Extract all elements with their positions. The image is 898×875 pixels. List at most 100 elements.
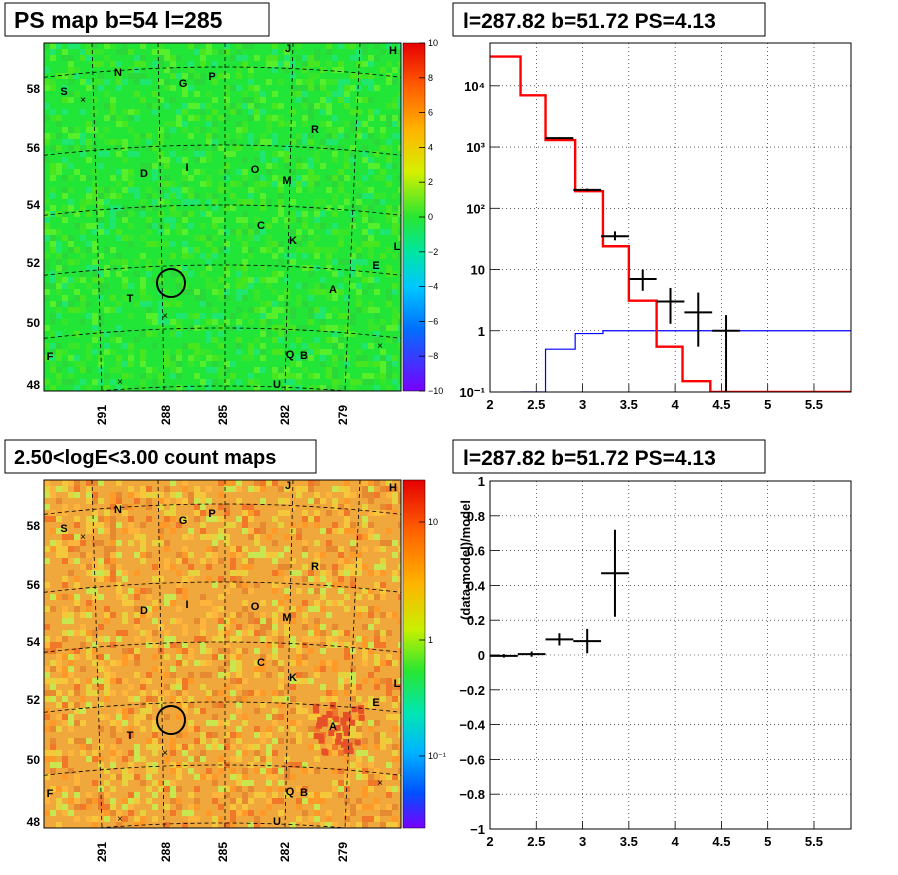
map-pixel	[50, 169, 56, 175]
map-pixel	[326, 792, 332, 798]
map-pixel	[86, 816, 92, 822]
map-pixel	[356, 253, 362, 259]
map-pixel	[266, 277, 272, 283]
map-pixel	[182, 642, 188, 648]
map-pixel	[86, 247, 92, 253]
map-pixel	[68, 91, 74, 97]
map-pixel	[170, 301, 176, 307]
map-pixel	[56, 822, 62, 828]
map-pixel	[110, 786, 116, 792]
map-pixel	[122, 211, 128, 217]
map-pixel	[368, 79, 374, 85]
map-pixel	[50, 109, 56, 115]
map-pixel	[206, 235, 212, 241]
map-pixel	[50, 726, 56, 732]
map-pixel	[86, 349, 92, 355]
x-tick-label: 3	[579, 834, 586, 849]
map-pixel	[356, 121, 362, 127]
map-pixel	[362, 193, 368, 199]
map-pixel	[122, 660, 128, 666]
map-pixel	[134, 109, 140, 115]
map-pixel	[308, 145, 314, 151]
map-pixel	[116, 636, 122, 642]
map-pixel	[68, 55, 74, 61]
map-pixel	[332, 271, 338, 277]
map-pixel	[80, 642, 86, 648]
map-pixel	[344, 277, 350, 283]
map-pixel	[200, 151, 206, 157]
map-pixel	[218, 115, 224, 121]
map-pixel	[260, 175, 266, 181]
map-pixel	[350, 528, 356, 534]
map-pixel	[80, 199, 86, 205]
map-pixel	[326, 145, 332, 151]
map-pixel	[122, 49, 128, 55]
map-pixel	[398, 91, 401, 97]
map-pixel	[206, 211, 212, 217]
map-pixel	[392, 271, 398, 277]
map-pixel	[158, 576, 164, 582]
map-pixel	[302, 762, 308, 768]
map-pixel	[224, 73, 230, 79]
map-pixel	[368, 672, 374, 678]
map-pixel	[356, 558, 362, 564]
map-pixel	[188, 756, 194, 762]
map-pixel	[224, 133, 230, 139]
map-pixel	[314, 552, 320, 558]
map-pixel	[242, 528, 248, 534]
map-pixel	[164, 301, 170, 307]
map-pixel	[176, 157, 182, 163]
map-pixel	[362, 492, 368, 498]
map-pixel	[386, 385, 392, 391]
x-tick-label: 5	[764, 834, 771, 849]
map-pixel	[218, 295, 224, 301]
map-pixel	[104, 151, 110, 157]
map-pixel	[122, 654, 128, 660]
map-pixel	[230, 666, 236, 672]
map-pixel	[302, 642, 308, 648]
map-pixel	[104, 672, 110, 678]
map-pixel	[260, 768, 266, 774]
map-pixel	[278, 331, 284, 337]
map-pixel	[326, 289, 332, 295]
map-pixel	[62, 552, 68, 558]
map-pixel	[278, 181, 284, 187]
map-pixel	[212, 606, 218, 612]
map-pixel	[368, 241, 374, 247]
map-pixel	[302, 223, 308, 229]
map-pixel	[74, 582, 80, 588]
y-tick-label: 10³	[466, 140, 485, 155]
map-pixel	[182, 127, 188, 133]
map-pixel	[158, 259, 164, 265]
map-pixel	[92, 379, 98, 385]
map-pixel	[344, 642, 350, 648]
map-pixel	[50, 235, 56, 241]
map-pixel	[284, 289, 290, 295]
map-pixel	[230, 103, 236, 109]
map-pixel	[212, 217, 218, 223]
map-pixel	[374, 642, 380, 648]
map-pixel	[350, 804, 356, 810]
map-pixel	[44, 355, 50, 361]
map-pixel	[62, 379, 68, 385]
map-pixel	[188, 726, 194, 732]
map-pixel	[278, 810, 284, 816]
map-pixel	[176, 121, 182, 127]
map-pixel	[248, 504, 254, 510]
map-pixel	[398, 313, 401, 319]
map-pixel	[206, 181, 212, 187]
map-pixel	[332, 522, 338, 528]
map-pixel	[260, 552, 266, 558]
map-pixel	[194, 73, 200, 79]
map-pixel	[248, 588, 254, 594]
map-pixel	[188, 43, 194, 49]
map-pixel	[326, 711, 333, 718]
map-pixel	[194, 43, 200, 49]
map-pixel	[50, 361, 56, 367]
map-pixel	[182, 558, 188, 564]
map-pixel	[92, 49, 98, 55]
map-pixel	[224, 522, 230, 528]
x-tick-label: 3.5	[620, 834, 638, 849]
map-pixel	[122, 187, 128, 193]
map-pixel	[338, 127, 344, 133]
